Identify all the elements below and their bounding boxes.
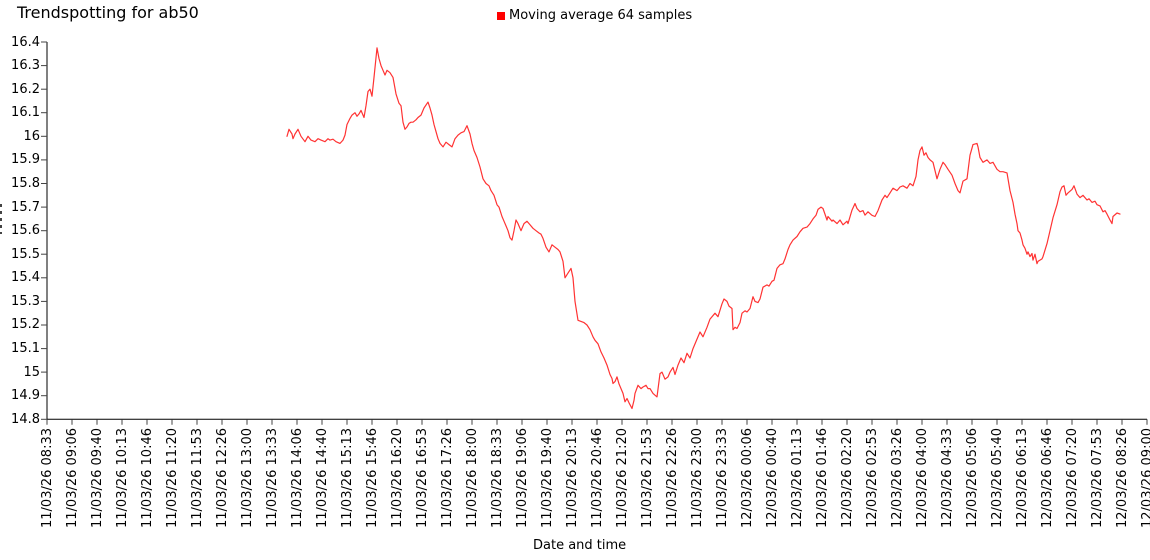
x-tick-label: 11/03/26 12:26: [215, 428, 230, 528]
x-tick-label: 11/03/26 15:46: [365, 428, 380, 528]
x-tick-label: 11/03/26 13:00: [240, 428, 255, 528]
y-tick-label: 14.9: [11, 388, 40, 404]
x-tick-label: 12/03/26 04:33: [940, 428, 955, 528]
x-tick-label: 11/03/26 10:46: [140, 428, 155, 528]
y-tick-label: 15.7: [11, 199, 40, 215]
x-tick-label: 12/03/26 07:53: [1090, 428, 1105, 528]
x-tick-label: 11/03/26 16:20: [390, 428, 405, 528]
x-tick-label: 11/03/26 16:53: [415, 428, 430, 528]
x-tick-label: 11/03/26 20:46: [590, 428, 605, 528]
x-tick-label: 11/03/26 23:00: [690, 428, 705, 528]
y-tick-label: 15.6: [11, 223, 40, 239]
x-tick-label: 12/03/26 09:00: [1140, 428, 1150, 528]
x-tick-label: 11/03/26 11:53: [190, 428, 205, 528]
x-tick-label: 12/03/26 06:46: [1040, 428, 1055, 528]
x-tick-label: 11/03/26 14:06: [290, 428, 305, 528]
legend: Moving average 64 samples: [497, 8, 692, 23]
x-tick-label: 12/03/26 03:26: [890, 428, 905, 528]
x-tick-label: 11/03/26 14:40: [315, 428, 330, 528]
x-tick-label: 11/03/26 08:33: [40, 428, 55, 528]
y-tick-label: 16.3: [11, 58, 40, 74]
x-tick-label: 11/03/26 10:13: [115, 428, 130, 528]
x-tick-label: 11/03/26 18:33: [490, 428, 505, 528]
x-tick-label: 11/03/26 23:33: [715, 428, 730, 528]
x-tick-label: 11/03/26 09:06: [65, 428, 80, 528]
x-axis-title: Date and time: [533, 538, 627, 553]
y-tick-label: 16.2: [11, 81, 40, 97]
x-tick-label: 12/03/26 08:26: [1115, 428, 1130, 528]
y-tick-label: 15.5: [11, 246, 40, 262]
x-tick-label: 11/03/26 18:00: [465, 428, 480, 528]
y-tick-label: 16: [23, 128, 40, 144]
x-tick-label: 11/03/26 21:53: [640, 428, 655, 528]
x-tick-label: 12/03/26 05:06: [965, 428, 980, 528]
x-tick-label: 12/03/26 01:13: [790, 428, 805, 528]
y-tick-label: 15: [23, 364, 40, 380]
legend-swatch-icon: [497, 11, 505, 20]
x-tick-label: 12/03/26 04:00: [915, 428, 930, 528]
x-tick-label: 11/03/26 15:13: [340, 428, 355, 528]
y-tick-label: 15.3: [11, 293, 40, 309]
y-axis-title-clipped: [0, 204, 2, 234]
x-tick-label: 11/03/26 17:26: [440, 428, 455, 528]
x-tick-label: 11/03/26 11:20: [165, 428, 180, 528]
legend-label: Moving average 64 samples: [509, 8, 693, 23]
y-tick-label: 15.9: [11, 152, 40, 168]
series-line: [286, 47, 1121, 410]
x-tick-label: 11/03/26 13:33: [265, 428, 280, 528]
x-tick-label: 12/03/26 02:53: [865, 428, 880, 528]
x-tick-label: 12/03/26 01:46: [815, 428, 830, 528]
x-tick-label: 11/03/26 20:13: [565, 428, 580, 528]
x-tick-label: 11/03/26 19:40: [540, 428, 555, 528]
y-tick-label: 15.4: [11, 270, 40, 286]
y-tick-label: 15.8: [11, 175, 40, 191]
chart-title: Trendspotting for ab50: [17, 3, 199, 22]
x-tick-label: 11/03/26 22:26: [665, 428, 680, 528]
x-tick-label: 12/03/26 00:40: [765, 428, 780, 528]
y-tick-label: 16.4: [11, 34, 40, 50]
x-tick-label: 12/03/26 06:13: [1015, 428, 1030, 528]
x-tick-label: 12/03/26 00:06: [740, 428, 755, 528]
x-tick-label: 12/03/26 07:20: [1065, 428, 1080, 528]
x-tick-label: 12/03/26 02:20: [840, 428, 855, 528]
y-tick-label: 15.1: [11, 341, 40, 357]
y-tick-label: 14.8: [11, 411, 40, 427]
y-tick-label: 15.2: [11, 317, 40, 333]
x-tick-label: 11/03/26 21:20: [615, 428, 630, 528]
x-tick-label: 12/03/26 05:40: [990, 428, 1005, 528]
x-tick-label: 11/03/26 09:40: [90, 428, 105, 528]
x-tick-label: 11/03/26 19:06: [515, 428, 530, 528]
y-tick-label: 16.1: [11, 105, 40, 121]
